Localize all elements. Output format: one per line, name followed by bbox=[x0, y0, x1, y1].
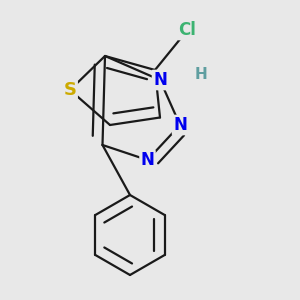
Text: N: N bbox=[141, 151, 154, 169]
Text: N: N bbox=[173, 116, 187, 134]
Text: N: N bbox=[153, 71, 167, 89]
Text: H: H bbox=[195, 67, 208, 82]
Text: Cl: Cl bbox=[178, 21, 196, 39]
Text: S: S bbox=[64, 81, 76, 99]
